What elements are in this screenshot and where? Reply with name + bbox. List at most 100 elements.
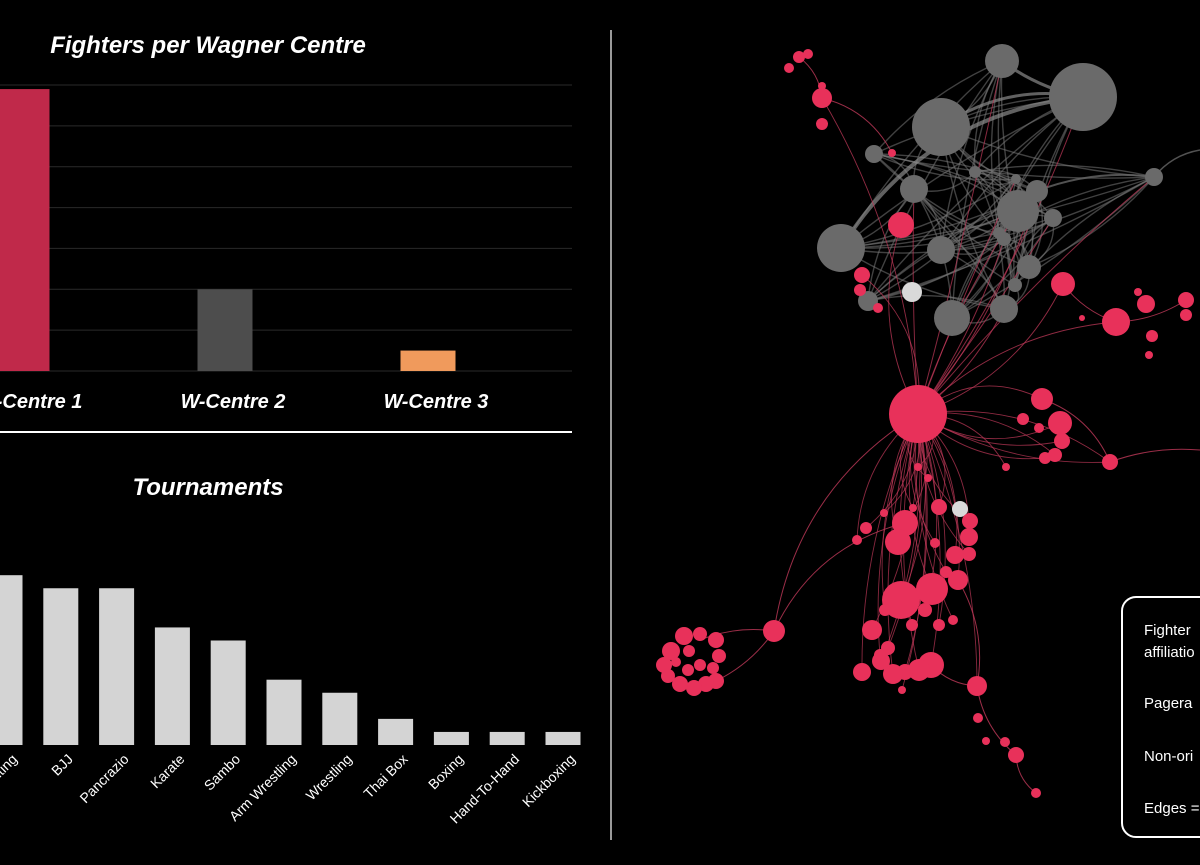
network-node (1145, 351, 1153, 359)
network-node (1034, 423, 1044, 433)
network-node (1178, 292, 1194, 308)
chart1-category-label: W-Centre 3 (384, 391, 489, 413)
network-node (865, 145, 883, 163)
network-node (1031, 388, 1053, 410)
network-node (693, 627, 707, 641)
chart1-title: Fighters per Wagner Centre (50, 32, 366, 59)
network-edge (821, 97, 919, 415)
network-node (1049, 63, 1117, 131)
chart2-bar (378, 718, 414, 745)
chart2-bar (210, 640, 246, 745)
network-node (1048, 448, 1062, 462)
network-node (712, 649, 726, 663)
chart1-bar (0, 89, 50, 371)
network-node (1137, 295, 1155, 313)
network-edge (873, 153, 1017, 181)
network-node (818, 82, 826, 90)
chart1-category-label: W-Centre 1 (0, 391, 82, 413)
network-node (914, 463, 922, 471)
network-node (902, 282, 922, 302)
chart2-category-label: BJJ (48, 751, 76, 779)
chart2-bar (43, 588, 79, 745)
chart2-bar (154, 627, 190, 745)
chart2-bar (489, 731, 525, 745)
network-node (1031, 788, 1041, 798)
network-node (940, 566, 952, 578)
network-node (1044, 209, 1062, 227)
network-node (817, 224, 865, 272)
network-edge (873, 153, 1005, 310)
network-node (952, 501, 968, 517)
chart2-bar (545, 731, 581, 745)
network-node (889, 385, 947, 443)
network-node (882, 581, 920, 619)
network-node (1039, 452, 1051, 464)
network-node (900, 175, 928, 203)
network-node (924, 474, 932, 482)
network-node (816, 118, 828, 130)
network-node (912, 98, 970, 156)
network-node (888, 149, 896, 157)
network-node (918, 603, 932, 617)
chart2-category-label: Kickboxing (519, 751, 578, 810)
network-node (1051, 272, 1075, 296)
network-node (812, 88, 832, 108)
network-node (683, 645, 695, 657)
network-node (927, 236, 955, 264)
network-node (1102, 454, 1118, 470)
network-edge (904, 413, 928, 673)
network-node (908, 659, 930, 681)
chart1-bars (0, 89, 456, 371)
legend-line-5: Edges = (1144, 800, 1200, 817)
network-node (948, 615, 958, 625)
network-node (1017, 413, 1029, 425)
network-node (793, 51, 805, 63)
chart1-bar (197, 289, 253, 371)
network-node (880, 509, 888, 517)
chart1-category-labels: W-Centre 1 W-Centre 2 W-Centre 3 (0, 391, 488, 413)
network-node (672, 676, 688, 692)
chart2-category-label: Karate (147, 751, 188, 792)
network-node (993, 227, 1005, 239)
network-edge (873, 153, 1005, 240)
network-node (883, 664, 903, 684)
network-node (763, 620, 785, 642)
fighters-per-centre-chart: Fighters per Wagner Centre W-Centre 1W-C… (0, 32, 572, 413)
chart2-category-label: Pancrazio (76, 751, 131, 806)
network-edge (867, 238, 1005, 302)
network-legend: Fighter affiliatio Pagera Non-ori Edges … (1121, 596, 1200, 838)
network-edge (867, 96, 1084, 302)
network-node (671, 657, 681, 667)
network-edge (974, 164, 1155, 178)
network-edge (840, 238, 1005, 254)
chart2-bar (266, 679, 302, 745)
network-node (948, 570, 968, 590)
network-node (874, 649, 886, 661)
network-edge (957, 579, 981, 687)
network-node (1054, 433, 1070, 449)
network-node (997, 190, 1039, 232)
chart1-bar (400, 350, 456, 371)
network-node (888, 212, 914, 238)
network-node (862, 620, 882, 640)
network-edge (913, 188, 1016, 286)
network-node (1134, 288, 1142, 296)
network-node (1026, 180, 1048, 202)
network-node (854, 267, 870, 283)
legend-line-3: Pagera (1144, 695, 1193, 712)
network-edge (917, 217, 1054, 415)
network-node (852, 535, 862, 545)
network-node (1048, 411, 1072, 435)
network-node (1079, 315, 1085, 321)
network-node (1008, 278, 1022, 292)
network-edge (1028, 176, 1155, 268)
network-node (973, 713, 983, 723)
network-node (990, 295, 1018, 323)
network-node (1002, 463, 1010, 471)
chart2-bar (322, 692, 358, 745)
network-edge (880, 413, 921, 662)
network-node (853, 663, 871, 681)
network-node (916, 573, 948, 605)
chart2-category-label: Fighting (0, 751, 20, 798)
network-node (694, 659, 706, 671)
